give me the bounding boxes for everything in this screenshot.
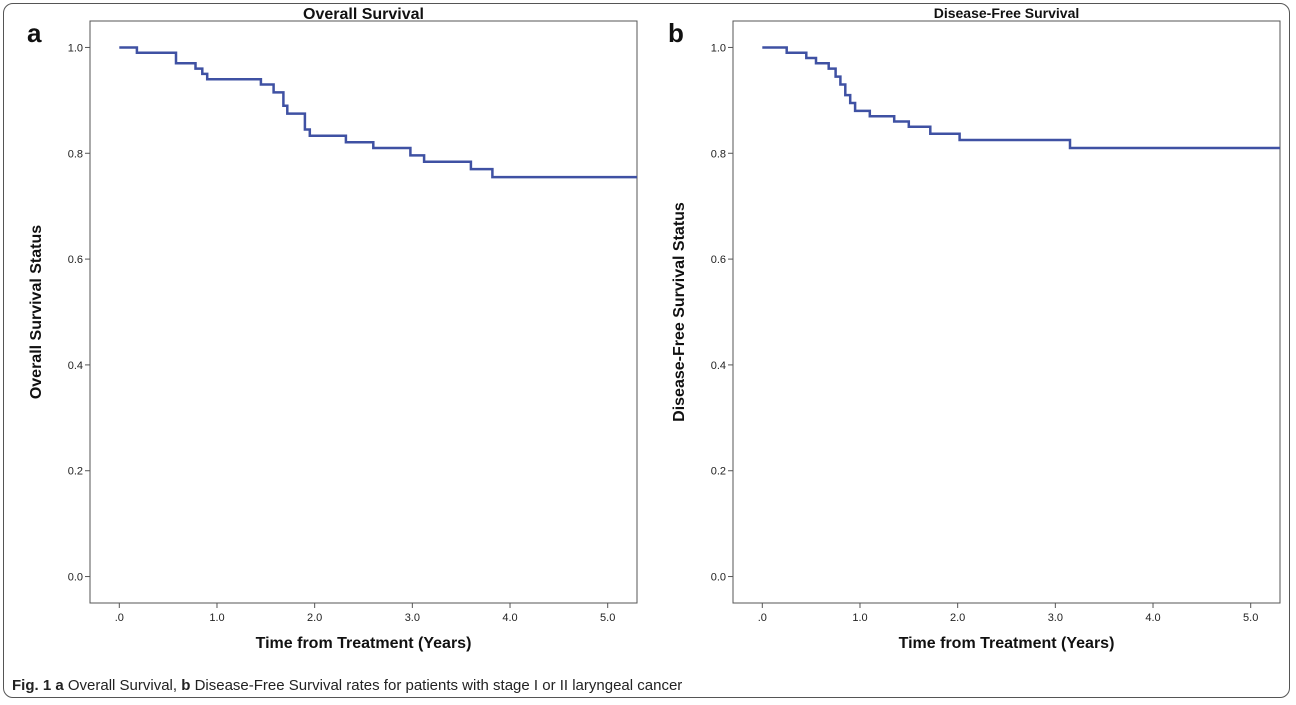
y-tick-label-b: 0.8 [711,148,726,160]
panel-label-a: a [27,18,42,48]
caption-b-label: b [181,677,191,694]
y-axis-label-b: Disease-Free Survival Status [671,202,688,422]
x-tick-label-b: 3.0 [1048,612,1063,624]
caption-b-text: Disease-Free Survival rates for patients… [194,677,683,694]
y-tick-label-a: 0.6 [68,254,83,266]
plot-area-b [732,20,1281,604]
x-tick-label-a: 3.0 [405,612,420,624]
figure-frame [3,3,1290,698]
x-tick-label-b: .0 [758,612,767,624]
y-tick-label-b: 0.6 [711,254,726,266]
x-tick-label-b: 1.0 [852,612,867,624]
y-tick-label-b: 0.4 [711,360,726,372]
y-tick-label-b: 0.0 [711,572,726,584]
x-tick-label-b: 2.0 [950,612,965,624]
y-tick-label-a: 0.0 [68,572,83,584]
x-tick-label-a: 5.0 [600,612,615,624]
x-tick-label-b: 4.0 [1145,612,1160,624]
chart-title-b: Disease-Free Survival [934,5,1080,21]
figure-caption: Fig. 1 a Overall Survival, b Disease-Fre… [12,677,682,694]
y-axis-label-a: Overall Survival Status [28,225,45,399]
y-tick-label-b: 1.0 [711,42,726,54]
y-tick-label-a: 0.4 [68,360,83,372]
chart-title-a: Overall Survival [303,6,424,23]
plot-area-a [89,20,638,604]
survival-curve-b [762,46,1280,150]
survival-curve-a [119,46,637,179]
x-tick-label-a: 4.0 [502,612,517,624]
x-tick-label-a: 1.0 [209,612,224,624]
y-tick-label-b: 0.2 [711,466,726,478]
y-tick-label-a: 1.0 [68,42,83,54]
x-axis-label-a: Time from Treatment (Years) [256,635,472,652]
caption-a-label: a [55,677,64,694]
caption-fig-label: Fig. 1 [12,677,52,694]
x-tick-label-a: 2.0 [307,612,322,624]
y-tick-label-a: 0.2 [68,466,83,478]
panel-label-b: b [668,18,684,48]
x-tick-label-b: 5.0 [1243,612,1258,624]
y-tick-label-a: 0.8 [68,148,83,160]
x-tick-label-a: .0 [115,612,124,624]
x-axis-label-b: Time from Treatment (Years) [899,635,1115,652]
caption-a-text: Overall Survival, [67,677,178,694]
